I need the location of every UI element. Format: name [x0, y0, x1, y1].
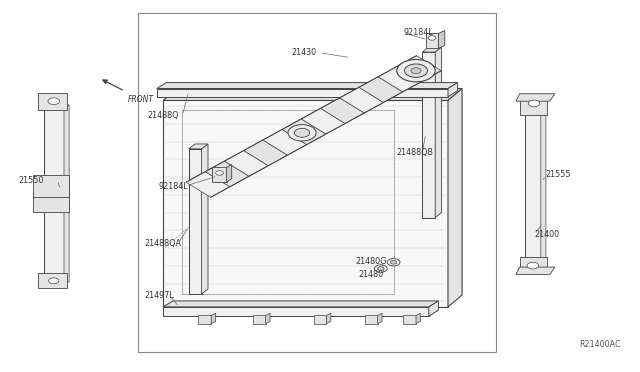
Polygon shape	[266, 313, 270, 324]
Polygon shape	[244, 140, 287, 166]
Circle shape	[378, 267, 384, 270]
Polygon shape	[253, 315, 266, 324]
Circle shape	[411, 68, 421, 74]
Polygon shape	[163, 100, 448, 307]
Circle shape	[374, 265, 387, 272]
Polygon shape	[429, 301, 438, 316]
Bar	[138, 13, 496, 352]
Polygon shape	[448, 83, 458, 97]
Polygon shape	[189, 149, 202, 294]
Circle shape	[390, 260, 397, 264]
Text: 21480G: 21480G	[356, 257, 387, 266]
Polygon shape	[326, 313, 331, 324]
Polygon shape	[163, 301, 438, 307]
Circle shape	[216, 171, 223, 175]
Circle shape	[49, 278, 59, 284]
Polygon shape	[397, 56, 441, 81]
Text: 21488QB: 21488QB	[397, 148, 434, 157]
Circle shape	[294, 128, 310, 137]
Polygon shape	[314, 315, 326, 324]
Polygon shape	[435, 47, 442, 218]
Text: FRONT: FRONT	[128, 95, 154, 104]
Polygon shape	[202, 144, 208, 294]
Polygon shape	[525, 109, 546, 112]
Polygon shape	[205, 161, 249, 187]
Polygon shape	[359, 77, 403, 102]
Circle shape	[404, 64, 428, 77]
Circle shape	[397, 60, 435, 82]
Text: 21555: 21555	[545, 170, 571, 179]
Polygon shape	[33, 175, 69, 197]
Polygon shape	[44, 105, 69, 108]
Polygon shape	[225, 151, 268, 176]
Polygon shape	[44, 108, 64, 285]
Circle shape	[387, 259, 400, 266]
Polygon shape	[426, 33, 438, 48]
Polygon shape	[448, 89, 462, 307]
Text: 21400: 21400	[534, 230, 559, 239]
Polygon shape	[301, 108, 345, 134]
Circle shape	[527, 262, 538, 269]
Text: 92184L: 92184L	[159, 182, 188, 190]
Text: 21488QA: 21488QA	[144, 239, 181, 248]
Polygon shape	[263, 129, 307, 155]
Polygon shape	[525, 112, 541, 272]
Polygon shape	[157, 83, 458, 89]
Text: 21497L: 21497L	[145, 291, 174, 300]
Polygon shape	[163, 89, 462, 100]
Polygon shape	[416, 313, 420, 324]
Polygon shape	[403, 315, 416, 324]
Polygon shape	[516, 267, 555, 275]
Text: R21400AC: R21400AC	[579, 340, 621, 349]
Circle shape	[529, 100, 540, 107]
Polygon shape	[163, 307, 429, 316]
Polygon shape	[422, 47, 442, 52]
Polygon shape	[227, 164, 232, 182]
Text: 21550: 21550	[18, 176, 44, 185]
Polygon shape	[321, 98, 364, 124]
Polygon shape	[198, 315, 211, 324]
Circle shape	[48, 98, 60, 105]
Text: 92184L: 92184L	[403, 28, 433, 37]
Circle shape	[428, 36, 436, 40]
Polygon shape	[38, 93, 67, 110]
Polygon shape	[520, 95, 547, 115]
Polygon shape	[38, 273, 67, 288]
Polygon shape	[541, 109, 546, 272]
Polygon shape	[422, 52, 435, 218]
Polygon shape	[516, 94, 555, 101]
Text: 21488Q: 21488Q	[147, 111, 179, 120]
Polygon shape	[520, 257, 547, 273]
Polygon shape	[438, 31, 445, 48]
Polygon shape	[212, 167, 227, 182]
Polygon shape	[378, 66, 422, 92]
Polygon shape	[33, 190, 69, 212]
Polygon shape	[378, 313, 382, 324]
Text: 21480: 21480	[358, 270, 383, 279]
Polygon shape	[186, 171, 230, 197]
Polygon shape	[211, 313, 216, 324]
Polygon shape	[282, 119, 326, 145]
Text: 21430: 21430	[291, 48, 316, 57]
Circle shape	[288, 125, 316, 141]
Polygon shape	[64, 105, 69, 285]
Polygon shape	[189, 144, 208, 149]
Polygon shape	[157, 89, 448, 97]
Polygon shape	[365, 315, 378, 324]
Polygon shape	[340, 87, 383, 113]
